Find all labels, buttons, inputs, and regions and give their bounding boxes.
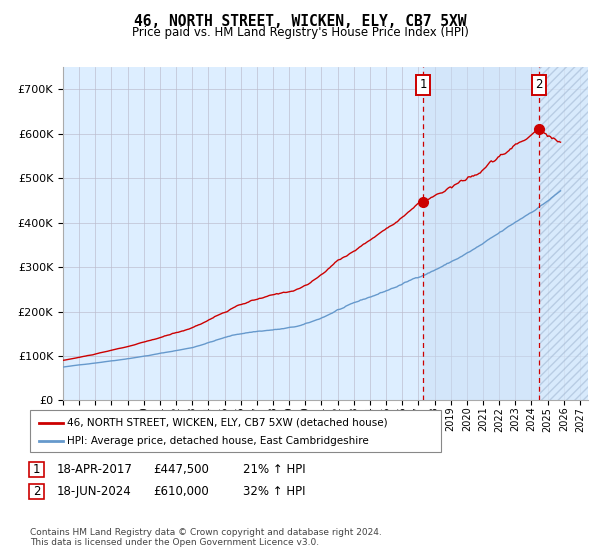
Bar (539, 67, 588, 400)
Text: 18-APR-2017: 18-APR-2017 (57, 463, 133, 477)
Text: 2: 2 (535, 78, 542, 91)
Text: 46, NORTH STREET, WICKEN, ELY, CB7 5XW: 46, NORTH STREET, WICKEN, ELY, CB7 5XW (134, 14, 466, 29)
Text: £447,500: £447,500 (153, 463, 209, 477)
Text: HPI: Average price, detached house, East Cambridgeshire: HPI: Average price, detached house, East… (67, 436, 369, 446)
Text: 18-JUN-2024: 18-JUN-2024 (57, 484, 132, 498)
Text: Price paid vs. HM Land Registry's House Price Index (HPI): Price paid vs. HM Land Registry's House … (131, 26, 469, 39)
Text: 1: 1 (419, 78, 427, 91)
Text: 21% ↑ HPI: 21% ↑ HPI (243, 463, 305, 477)
Text: 2: 2 (33, 484, 40, 498)
Text: Contains HM Land Registry data © Crown copyright and database right 2024.
This d: Contains HM Land Registry data © Crown c… (30, 528, 382, 547)
Text: 46, NORTH STREET, WICKEN, ELY, CB7 5XW (detached house): 46, NORTH STREET, WICKEN, ELY, CB7 5XW (… (67, 418, 388, 428)
Bar (423, 67, 588, 400)
Text: 1: 1 (33, 463, 40, 477)
Text: £610,000: £610,000 (153, 484, 209, 498)
Text: 32% ↑ HPI: 32% ↑ HPI (243, 484, 305, 498)
